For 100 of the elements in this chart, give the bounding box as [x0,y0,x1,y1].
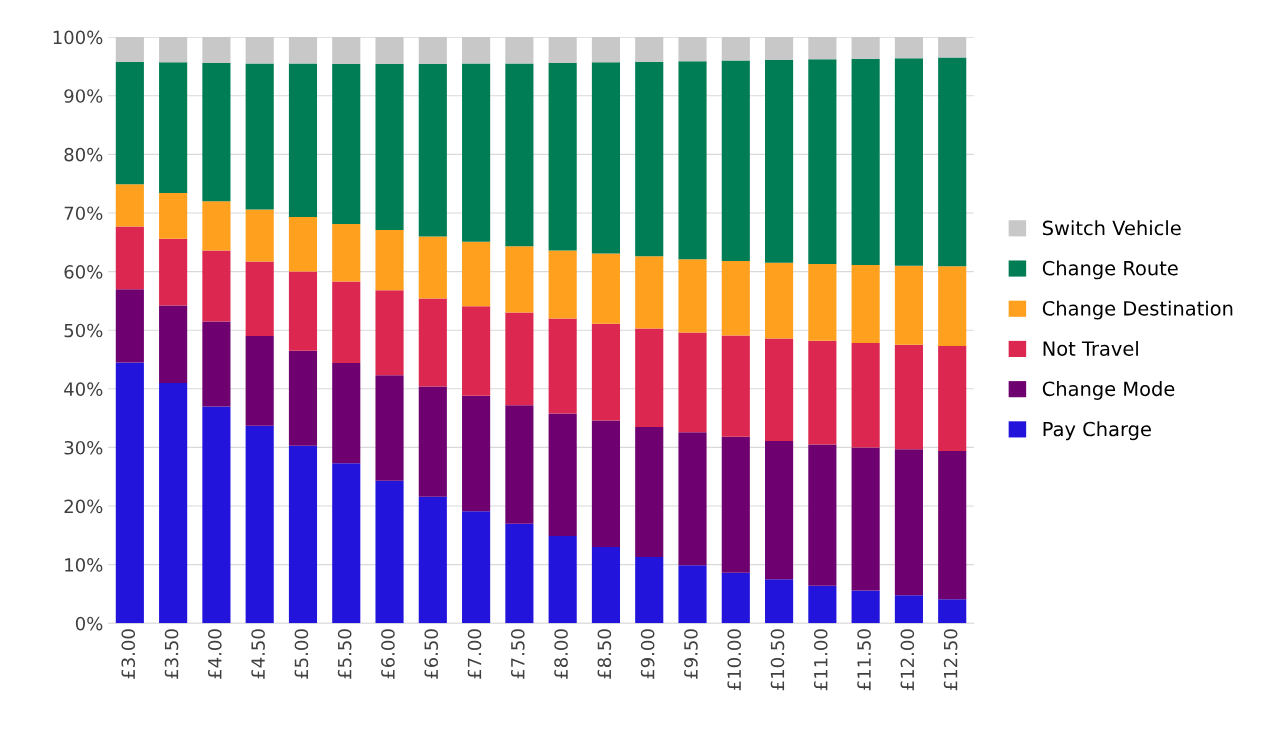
bar [765,59,794,263]
bar [938,450,967,600]
bar [851,58,880,266]
x-tick-label: £5.50 [337,629,352,679]
bar [894,344,923,450]
bar [418,37,447,65]
bar [678,259,707,333]
bar [375,290,404,376]
legend-label: Pay Charge [1043,421,1151,441]
x-tick-label: £9.50 [684,629,698,679]
bar [332,37,361,65]
bar [159,238,188,306]
x-tick-label: £9.00 [640,629,655,679]
bar [765,262,794,339]
bar [808,585,837,624]
y-tick-label: 40% [64,382,103,396]
y-tick-label: 20% [64,499,103,514]
bar [721,572,750,624]
x-tick-label: £5.00 [294,629,309,679]
y-tick-label: 0% [75,616,103,631]
bar [159,305,188,383]
bar [332,224,361,282]
bar [418,64,447,237]
bar [245,261,274,337]
bar [245,336,274,426]
bar [938,346,967,451]
x-tick-label: £6.00 [381,629,395,679]
bar [548,318,577,414]
bar [332,281,361,364]
bar [159,382,188,624]
bar [678,61,707,260]
bar [548,62,577,251]
bar [115,184,144,227]
x-tick-label: £4.50 [251,629,265,679]
bar [418,386,447,497]
bar [808,444,837,586]
bar [202,37,231,63]
bar [418,236,447,299]
bar [288,217,318,272]
y-tick-label: 60% [64,265,103,279]
bar [678,432,707,566]
bar [375,64,404,230]
legend-label: Change Mode [1042,381,1175,400]
bar [678,37,707,62]
x-tick-label: £6.50 [424,629,439,679]
bar [851,265,880,344]
bar [332,463,361,624]
bar [721,60,750,262]
x-tick-label: £11.00 [813,629,828,691]
bar [938,599,967,624]
bar [505,63,534,247]
bar [808,263,837,341]
bar [548,250,577,319]
bar [851,447,880,591]
bar [548,37,577,63]
bar [808,37,837,60]
bar [375,229,404,291]
bar [678,332,707,433]
bar [894,58,923,266]
bar [505,405,534,524]
bar [894,449,923,596]
bar [765,338,794,441]
bar [505,312,534,406]
bar [591,547,621,624]
bar [721,261,750,336]
bar [332,363,361,464]
bar [591,420,621,548]
bar [418,496,447,624]
bar [635,256,664,329]
legend-label: Change Destination [1042,300,1233,320]
x-tick-label: £12.00 [900,629,915,691]
bar [375,37,404,65]
bar [462,306,491,396]
bar [332,64,361,225]
bar [808,340,837,445]
y-tick-label: 100% [53,30,103,45]
bar [202,321,231,407]
bar [202,62,231,202]
bar [245,209,274,262]
bar [115,289,144,363]
x-tick-label: £3.00 [121,629,136,679]
x-tick-label: £10.00 [727,629,742,691]
bar [245,37,274,64]
bar [418,298,447,387]
bar [159,62,188,194]
bar [462,395,491,512]
x-tick-label: £7.00 [467,629,482,679]
bar [505,523,534,624]
bar [288,271,318,351]
bar [851,343,880,448]
legend-label: Change Route [1042,260,1178,280]
bar [159,37,188,63]
bar [765,579,794,624]
bar [202,406,231,624]
legend-label: Switch Vehicle [1043,220,1181,236]
bar [159,193,188,239]
bar [721,436,750,573]
bar [591,62,621,254]
bar [115,37,144,62]
bar [505,37,534,64]
